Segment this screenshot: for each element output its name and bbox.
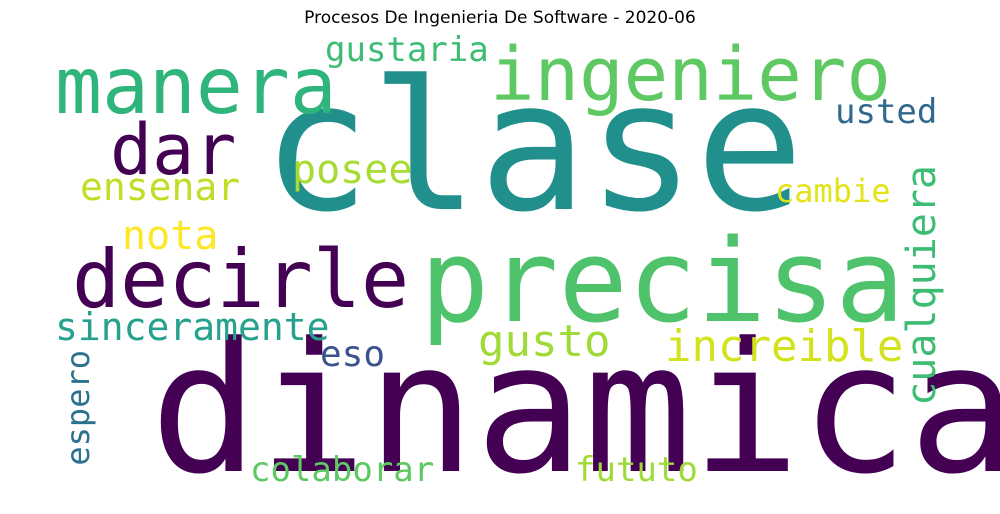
word-cualquiera: cualquiera [899, 165, 945, 406]
word-fututo: fututo [575, 450, 698, 490]
word-decirle: decirle [72, 233, 410, 326]
word-sinceramente: sinceramente [55, 305, 330, 349]
word-cloud: clase dinamica precisa ingeniero manera … [55, 30, 1000, 514]
word-nota: nota [122, 213, 219, 259]
word-increible: increible [665, 321, 904, 372]
word-eso: eso [320, 334, 386, 375]
word-manera: manera [55, 42, 337, 132]
word-clase: clase [262, 43, 804, 252]
word-precisa: precisa [420, 215, 905, 349]
word-ingeniero: ingeniero [490, 32, 891, 118]
word-cambie: cambie [775, 172, 891, 210]
word-espero: espero [59, 350, 97, 466]
word-posee: posee [292, 147, 413, 193]
word-usted: usted [835, 92, 938, 132]
word-gusto: gusto [478, 316, 611, 367]
word-gustaria: gustaria [325, 30, 489, 70]
word-dar: dar [110, 109, 237, 191]
word-dinamica: dinamica [150, 305, 1000, 514]
word-colaborar: colaborar [250, 450, 435, 490]
chart-title: Procesos De Ingenieria De Software - 202… [304, 8, 696, 28]
word-ensenar: ensenar [80, 165, 241, 209]
